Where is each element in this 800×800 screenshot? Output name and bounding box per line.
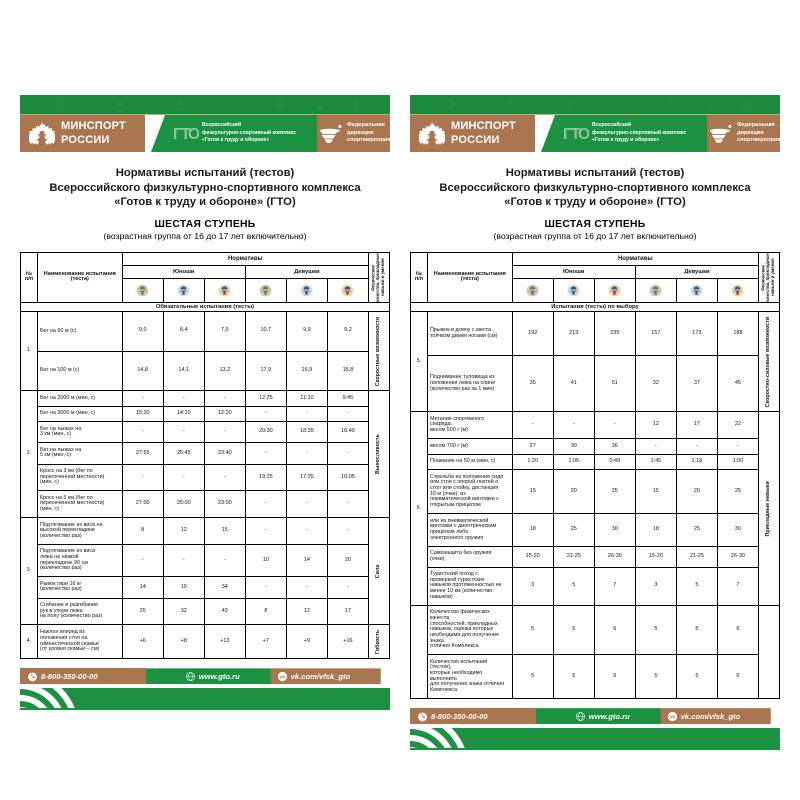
- svg-text:VK: VK: [669, 714, 676, 719]
- svg-text:О: О: [188, 126, 199, 143]
- svg-text:VK: VK: [279, 674, 286, 679]
- svg-text:О: О: [578, 126, 589, 143]
